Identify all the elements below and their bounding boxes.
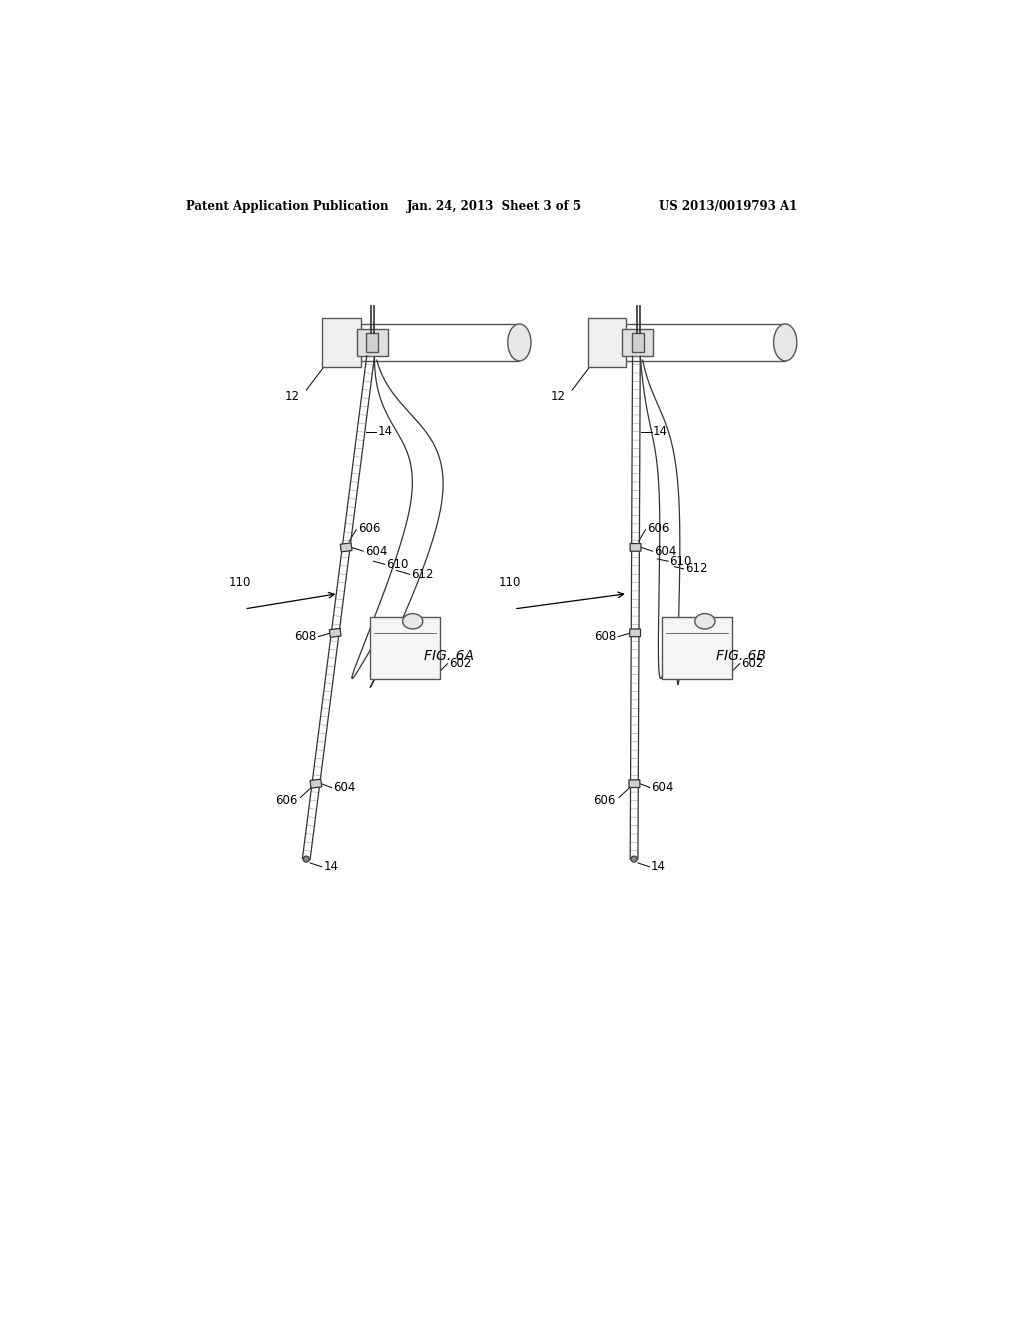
Polygon shape bbox=[629, 780, 640, 788]
Polygon shape bbox=[632, 333, 644, 351]
Text: 602: 602 bbox=[741, 657, 764, 671]
Ellipse shape bbox=[695, 614, 715, 630]
Text: 14: 14 bbox=[378, 425, 393, 438]
Text: 14: 14 bbox=[653, 425, 668, 438]
Polygon shape bbox=[663, 618, 732, 678]
Text: Jan. 24, 2013  Sheet 3 of 5: Jan. 24, 2013 Sheet 3 of 5 bbox=[407, 199, 582, 213]
Text: 604: 604 bbox=[365, 545, 387, 558]
Text: 110: 110 bbox=[499, 576, 521, 589]
Ellipse shape bbox=[773, 323, 797, 360]
Text: 606: 606 bbox=[594, 795, 615, 807]
Polygon shape bbox=[588, 318, 627, 367]
Polygon shape bbox=[330, 628, 341, 638]
Text: US 2013/0019793 A1: US 2013/0019793 A1 bbox=[658, 199, 797, 213]
Text: 602: 602 bbox=[450, 657, 471, 671]
Text: 610: 610 bbox=[386, 558, 409, 570]
Polygon shape bbox=[630, 544, 641, 552]
Text: 604: 604 bbox=[651, 781, 674, 795]
Text: 14: 14 bbox=[651, 861, 667, 874]
Text: Patent Application Publication: Patent Application Publication bbox=[186, 199, 389, 213]
Text: 110: 110 bbox=[228, 576, 251, 589]
Polygon shape bbox=[366, 333, 378, 351]
Text: 606: 606 bbox=[357, 521, 380, 535]
Text: 604: 604 bbox=[333, 781, 355, 795]
Text: 12: 12 bbox=[551, 389, 566, 403]
Text: FIG. 6B: FIG. 6B bbox=[717, 649, 767, 663]
Polygon shape bbox=[370, 618, 440, 678]
Text: 612: 612 bbox=[685, 562, 708, 576]
Polygon shape bbox=[356, 329, 388, 356]
Text: 14: 14 bbox=[324, 861, 338, 874]
Polygon shape bbox=[310, 779, 322, 788]
Text: 610: 610 bbox=[670, 554, 692, 568]
Circle shape bbox=[303, 857, 309, 862]
Text: 604: 604 bbox=[654, 545, 677, 558]
Ellipse shape bbox=[402, 614, 423, 630]
Text: FIG. 6A: FIG. 6A bbox=[424, 649, 474, 663]
Circle shape bbox=[631, 857, 637, 862]
Polygon shape bbox=[623, 329, 653, 356]
Polygon shape bbox=[340, 543, 352, 552]
Polygon shape bbox=[322, 318, 360, 367]
Text: 12: 12 bbox=[285, 389, 300, 403]
Text: 608: 608 bbox=[594, 630, 616, 643]
Text: 608: 608 bbox=[294, 630, 316, 643]
Polygon shape bbox=[630, 628, 641, 636]
Text: 606: 606 bbox=[647, 521, 670, 535]
Text: 606: 606 bbox=[274, 795, 297, 807]
Text: 612: 612 bbox=[412, 568, 434, 581]
Ellipse shape bbox=[508, 323, 531, 360]
